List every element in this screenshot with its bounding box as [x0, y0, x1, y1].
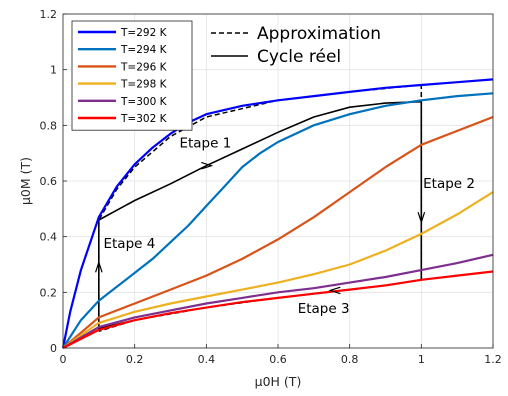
cycle-arrows [95, 161, 426, 295]
legend-label: T=296 K [120, 61, 168, 73]
y-axis-label: μ0M (T) [18, 157, 33, 205]
x-tick-label: 0.6 [269, 353, 287, 366]
legend-label: Cycle réel [257, 47, 341, 67]
step-annotation: Etape 1 [179, 136, 231, 152]
x-tick-label: 0 [60, 353, 67, 366]
step-annotation: Etape 2 [423, 176, 475, 192]
x-tick-label: 0.2 [126, 353, 144, 366]
series-line [61, 78, 494, 349]
y-tick-label: 1 [50, 64, 57, 77]
cycle-legend: Approximation Cycle réel [211, 24, 381, 67]
series-line [62, 92, 494, 349]
series-line [62, 191, 494, 349]
cycle-arrow [201, 161, 214, 170]
series-line [62, 253, 494, 349]
legend-label: T=292 K [120, 27, 168, 39]
legend-box [71, 20, 193, 131]
series-line [62, 115, 494, 349]
legend-label: T=302 K [120, 113, 168, 125]
cycle-arrow [328, 286, 341, 295]
x-tick-label: 1.2 [484, 353, 502, 366]
step-annotation: Etape 4 [103, 236, 155, 252]
legend-label: T=298 K [120, 79, 168, 91]
y-tick-label: 0.4 [40, 231, 58, 244]
x-tick-label: 0.4 [198, 353, 216, 366]
series-lines [61, 78, 494, 349]
y-tick-label: 0.8 [40, 119, 58, 132]
tick-labels: 0 0.2 0.4 0.6 0.8 1 1.2 0 0.2 0.4 0.6 0.8 1 1.2 [40, 8, 502, 366]
legend-label: T=300 K [120, 96, 168, 108]
x-tick-label: 1 [418, 353, 425, 366]
legend-label: T=294 K [120, 44, 168, 56]
y-tick-label: 0.6 [40, 175, 58, 188]
y-tick-label: 1.2 [40, 8, 58, 21]
x-axis-label: μ0H (T) [255, 374, 302, 389]
y-tick-label: 0 [50, 342, 57, 355]
y-tick-label: 0.2 [40, 286, 58, 299]
temperature-legend: T=292 K T=294 K T=296 K T=298 K T=300 K T=302… [71, 20, 193, 131]
step-annotation: Etape 3 [298, 301, 350, 317]
step-annotations: Etape 1 Etape 2 Etape 3 Etape 4 [103, 136, 474, 318]
series-line [62, 270, 494, 349]
cycle-arrow [417, 211, 426, 225]
x-tick-label: 0.8 [341, 353, 359, 366]
legend-label: Approximation [257, 24, 381, 44]
cycle-arrow [95, 260, 103, 273]
